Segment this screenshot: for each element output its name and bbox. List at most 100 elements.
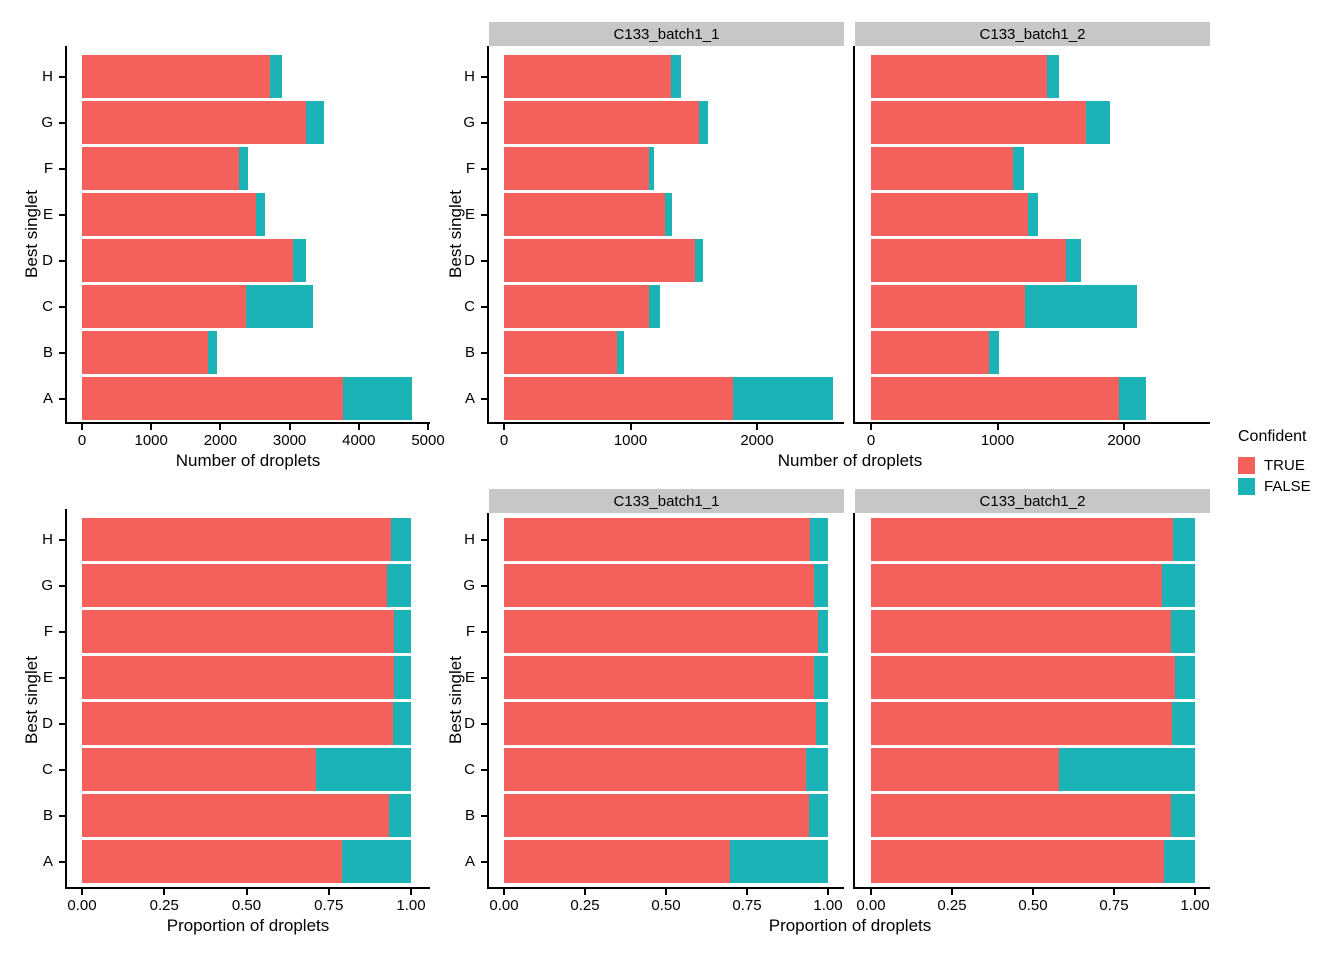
bar-segment-false: [390, 518, 411, 561]
bar-segment-true: [504, 147, 650, 190]
x-tick-label: 2000: [1107, 432, 1141, 449]
bar-segment-true: [504, 193, 665, 236]
bar-segment-false: [269, 55, 282, 98]
y-category-label: C: [464, 297, 475, 315]
bar-segment-true: [871, 239, 1066, 282]
panel-proportions-batch1-2: 0.00 0.25 0.50 0.75 1.00: [853, 513, 1210, 914]
y-category-label: G: [41, 576, 53, 594]
x-tick-label: 1.00: [396, 897, 426, 914]
y-tick-mark: [59, 768, 65, 771]
x-tick-label: 1000: [613, 432, 648, 449]
y-category-label: F: [43, 622, 53, 640]
y-category-label: C: [464, 760, 475, 778]
x-tick-mark: [629, 424, 632, 430]
x-tick-label: 1.00: [1180, 897, 1210, 914]
bar-segment-true: [504, 55, 671, 98]
x-tick-mark: [81, 424, 83, 430]
y-category-label: C: [42, 760, 53, 778]
y-category-label: F: [465, 159, 475, 177]
bar-segment-true: [871, 656, 1176, 699]
false-color-swatch-icon: [1238, 478, 1255, 495]
bar-segment-true: [504, 656, 815, 699]
x-tick-label: 0.00: [856, 897, 886, 914]
x-tick-label: 0.75: [314, 897, 344, 914]
y-tick-mark: [481, 860, 487, 863]
y-tick-mark: [481, 630, 487, 633]
y-category-label: B: [42, 343, 53, 361]
y-tick-mark: [59, 584, 65, 587]
y-category-label: E: [464, 205, 475, 223]
bar-segment-true: [871, 702, 1172, 745]
bar-segment-false: [805, 748, 828, 791]
bar-segment-false: [815, 702, 828, 745]
bar-segment-false: [732, 377, 833, 420]
x-tick-mark: [410, 889, 412, 895]
bar-segment-true: [82, 193, 256, 236]
bar-segment-true: [504, 239, 695, 282]
x-tick-label: 0.00: [67, 897, 97, 914]
y-tick-mark: [481, 722, 487, 725]
bar-segment-true: [82, 285, 246, 328]
bar-segment-false: [1162, 564, 1195, 607]
bar-segment-true: [82, 518, 391, 561]
bar-segment-true: [871, 794, 1172, 837]
bar-segment-true: [871, 564, 1163, 607]
bar-segment-false: [814, 656, 828, 699]
bar-segment-true: [871, 55, 1047, 98]
y-category-label: D: [464, 714, 475, 732]
y-category-label: H: [42, 67, 53, 85]
bar-segment-true: [82, 564, 387, 607]
x-tick-mark: [665, 889, 667, 895]
x-tick-label: 0.25: [149, 897, 179, 914]
x-tick-label: 0: [77, 432, 87, 449]
bar-segment-false: [315, 748, 411, 791]
y-category-label: G: [41, 113, 53, 131]
bar-segment-false: [818, 610, 828, 653]
bar-segment-true: [504, 101, 699, 144]
x-tick-label: 0.50: [1018, 897, 1048, 914]
x-tick-mark: [870, 889, 872, 895]
y-category-label: B: [42, 806, 53, 824]
y-category-label: B: [464, 343, 475, 361]
x-axis-line: [853, 422, 1210, 424]
x-tick-mark: [327, 889, 330, 895]
bar-segment-true: [871, 840, 1164, 883]
x-tick-mark: [951, 889, 953, 895]
x-tick-mark: [996, 424, 999, 430]
x-tick-label: 1.00: [813, 897, 843, 914]
bar-segment-true: [504, 794, 810, 837]
x-tick-mark: [357, 424, 360, 430]
y-category-label: A: [42, 852, 53, 870]
y-tick-mark: [59, 722, 65, 725]
facet-strip: C133_batch1_2: [855, 22, 1210, 46]
y-axis-line: [65, 509, 67, 889]
x-tick-mark: [1032, 889, 1034, 895]
x-tick-mark: [756, 424, 758, 430]
bar-segment-true: [82, 702, 393, 745]
x-tick-label: 1000: [980, 432, 1015, 449]
bar-segment-true: [82, 748, 316, 791]
bar-segment-true: [504, 748, 806, 791]
x-tick-label: 0.00: [489, 897, 519, 914]
panel-counts-batch1-2: 0 1000 2000: [853, 46, 1210, 449]
x-axis-title: Number of droplets: [777, 451, 923, 470]
y-tick-mark: [481, 259, 487, 262]
bar-segment-true: [871, 147, 1013, 190]
bar-segment-false: [1027, 193, 1038, 236]
legend-item-label: TRUE: [1264, 457, 1305, 474]
bar-segment-true: [504, 840, 730, 883]
y-tick-mark: [481, 213, 487, 216]
bar-segment-true: [504, 285, 650, 328]
x-tick-label: 0: [866, 432, 876, 449]
bar-segment-true: [82, 656, 395, 699]
x-tick-mark: [81, 889, 83, 895]
bar-segment-false: [394, 656, 411, 699]
bar-segment-false: [698, 101, 708, 144]
x-tick-label: 0.50: [651, 897, 681, 914]
bar-segment-false: [1059, 748, 1195, 791]
y-tick-mark: [59, 538, 65, 541]
x-tick-label: 0.50: [231, 897, 262, 914]
y-axis-line: [853, 513, 855, 889]
bar-segment-false: [989, 331, 999, 374]
